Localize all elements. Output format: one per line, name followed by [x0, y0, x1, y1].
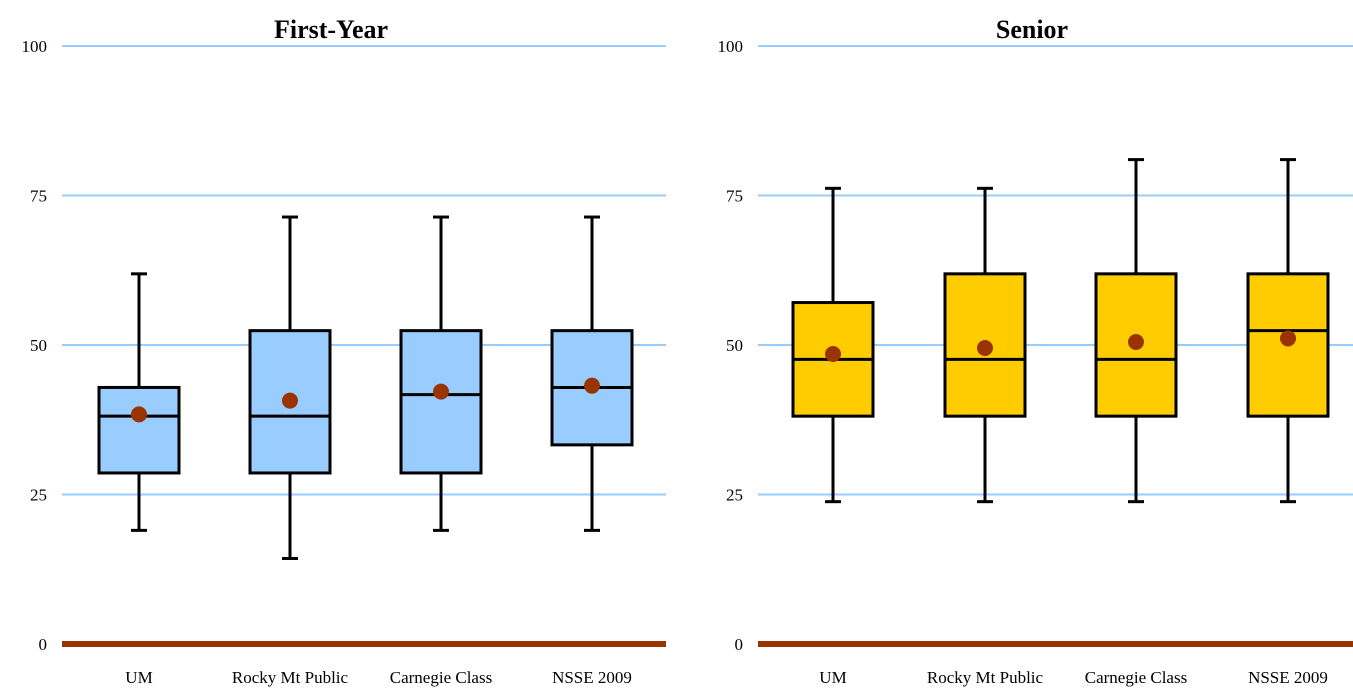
chart-panel-1: First-Year 0 25 50 75 100 UM Rocky Mt Public Car… [22, 15, 667, 687]
y-tick-label: 0 [735, 635, 744, 654]
x-category-label: Carnegie Class [390, 668, 492, 687]
mean-marker [977, 340, 993, 356]
y-tick-label: 0 [39, 635, 48, 654]
mean-marker [433, 384, 449, 400]
mean-marker [1280, 330, 1296, 346]
box-1 [793, 188, 873, 501]
x-category-label: UM [819, 668, 846, 687]
mean-marker [825, 346, 841, 362]
iqr-box [401, 331, 481, 473]
y-tick-label: 100 [22, 37, 48, 56]
box-2 [250, 217, 330, 558]
x-category-label: NSSE 2009 [552, 668, 632, 687]
x-category-label: Rocky Mt Public [927, 668, 1044, 687]
chart-panel-2: Senior 0 25 50 75 100 UM Rocky Mt Public Carnegi… [718, 15, 1353, 687]
box-4 [552, 217, 632, 530]
y-tick-label: 75 [726, 187, 743, 206]
iqr-box [99, 387, 179, 473]
y-tick-label: 25 [726, 486, 743, 505]
mean-marker [131, 406, 147, 422]
y-tick-label: 50 [30, 336, 47, 355]
mean-marker [584, 378, 600, 394]
chart-title: First-Year [274, 15, 388, 44]
mean-marker [282, 393, 298, 409]
box-1 [99, 274, 179, 531]
box-2 [945, 188, 1025, 501]
box-4 [1248, 160, 1328, 502]
box-3 [1096, 160, 1176, 502]
box-3 [401, 217, 481, 530]
chart-title: Senior [996, 15, 1068, 44]
x-category-label: NSSE 2009 [1248, 668, 1328, 687]
y-tick-label: 75 [30, 187, 47, 206]
mean-marker [1128, 334, 1144, 350]
y-tick-label: 25 [30, 486, 47, 505]
x-category-label: UM [125, 668, 152, 687]
y-tick-label: 50 [726, 336, 743, 355]
x-category-label: Carnegie Class [1085, 668, 1187, 687]
y-tick-label: 100 [718, 37, 744, 56]
x-category-label: Rocky Mt Public [232, 668, 349, 687]
